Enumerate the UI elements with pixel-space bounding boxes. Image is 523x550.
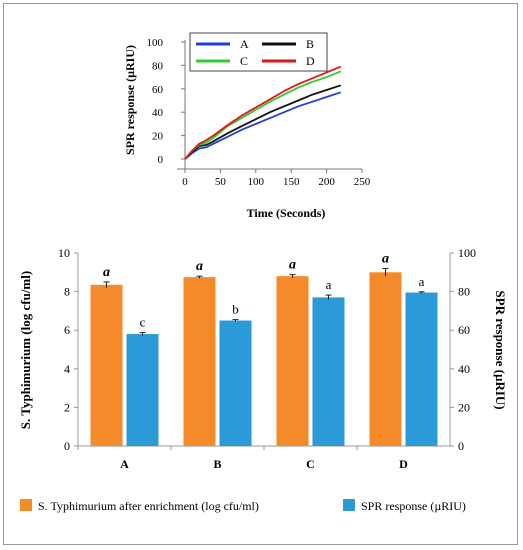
series-line-d (184, 65, 342, 160)
y-tick-label: 0 (158, 154, 164, 166)
line-chart: 0 50 100 150 200 250 0 20 40 60 80 100 A B C D Time (S… (123, 32, 371, 220)
legend-label-c: C (240, 54, 248, 68)
x-tick-label: 50 (215, 176, 227, 188)
x-tick-label: 100 (248, 176, 265, 188)
y-tick-label: 60 (152, 84, 164, 96)
x-tick-label: 200 (318, 176, 335, 188)
y-tick-label: 20 (152, 131, 164, 143)
line-chart-legend: A B C D (189, 32, 328, 72)
line-chart-axes: 0 50 100 150 200 250 0 20 40 60 80 100 (147, 37, 371, 188)
line-chart-y-axis-label: SPR response (µRIU) (123, 45, 137, 155)
y-tick-label: 80 (152, 60, 164, 72)
series-line-b (184, 84, 342, 160)
line-chart-x-axis-label: Time (Seconds) (247, 206, 326, 220)
figure-frame (3, 3, 518, 545)
x-tick-label: 150 (283, 176, 300, 188)
y-tick-label: 40 (152, 107, 164, 119)
series-line-c (184, 70, 342, 160)
legend-label-a: A (240, 37, 249, 51)
x-tick-label: 0 (182, 176, 188, 188)
legend-box (189, 32, 328, 72)
legend-label-d: D (306, 54, 315, 68)
x-tick-label: 250 (354, 176, 371, 188)
line-chart-series (184, 65, 342, 160)
series-line-a (184, 91, 342, 160)
legend-label-b: B (306, 37, 314, 51)
y-tick-label: 100 (147, 37, 164, 49)
